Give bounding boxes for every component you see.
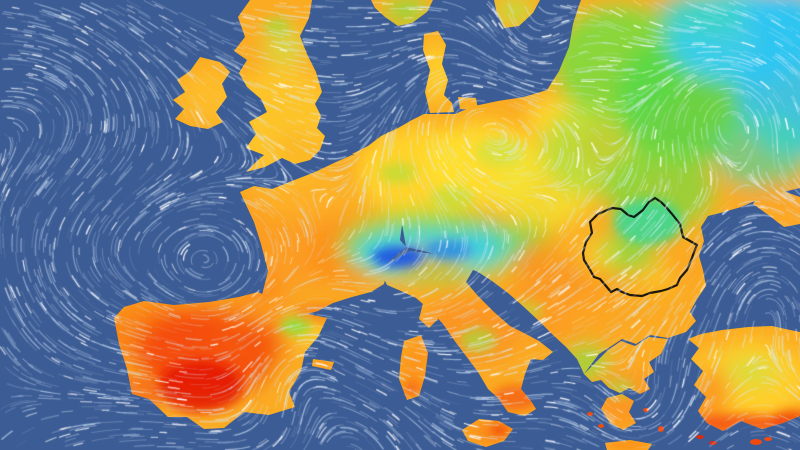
wind-particles-layer: [0, 0, 800, 450]
weather-map[interactable]: [0, 0, 800, 450]
